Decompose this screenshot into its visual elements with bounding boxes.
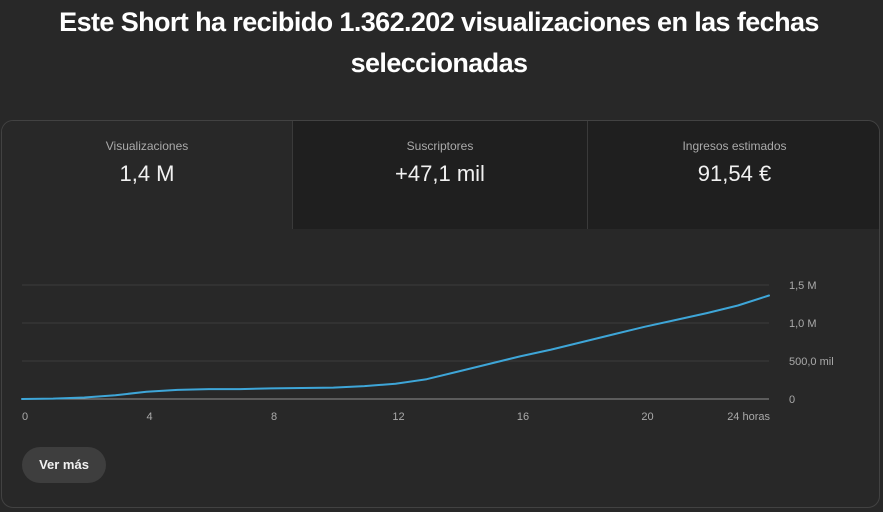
views-series-line	[21, 294, 770, 400]
page-title: Este Short ha recibido 1.362.202 visuali…	[59, 7, 819, 78]
y-tick-label: 0	[789, 394, 795, 406]
tab-views-label: Visualizaciones	[105, 139, 189, 153]
x-tick-label: 24 horas	[727, 411, 770, 423]
x-tick-label: 0	[22, 411, 28, 423]
analytics-card: Visualizaciones 1,4 M Suscriptores +47,1…	[1, 120, 880, 508]
y-tick-label: 1,5 M	[789, 280, 817, 292]
tab-subscribers-label: Suscriptores	[406, 139, 474, 153]
tab-subscribers[interactable]: Suscriptores +47,1 mil	[292, 121, 587, 229]
tab-revenue[interactable]: Ingresos estimados 91,54 €	[587, 121, 879, 229]
x-tick-label: 16	[517, 411, 529, 423]
x-tick-label: 4	[146, 411, 152, 423]
y-tick-label: 1,0 M	[789, 318, 817, 330]
tab-revenue-label: Ingresos estimados	[682, 139, 787, 153]
x-tick-label: 20	[641, 411, 653, 423]
tab-subscribers-value: +47,1 mil	[395, 161, 485, 186]
metric-tabs: Visualizaciones 1,4 M Suscriptores +47,1…	[2, 121, 879, 229]
y-tick-label: 500,0 mil	[789, 356, 834, 368]
tab-revenue-value: 91,54 €	[697, 161, 772, 186]
tab-views-value: 1,4 M	[119, 161, 175, 186]
see-more-button[interactable]: Ver más	[22, 447, 106, 483]
x-tick-label: 8	[271, 411, 277, 423]
x-tick-label: 12	[392, 411, 404, 423]
tab-views[interactable]: Visualizaciones 1,4 M	[2, 121, 292, 229]
